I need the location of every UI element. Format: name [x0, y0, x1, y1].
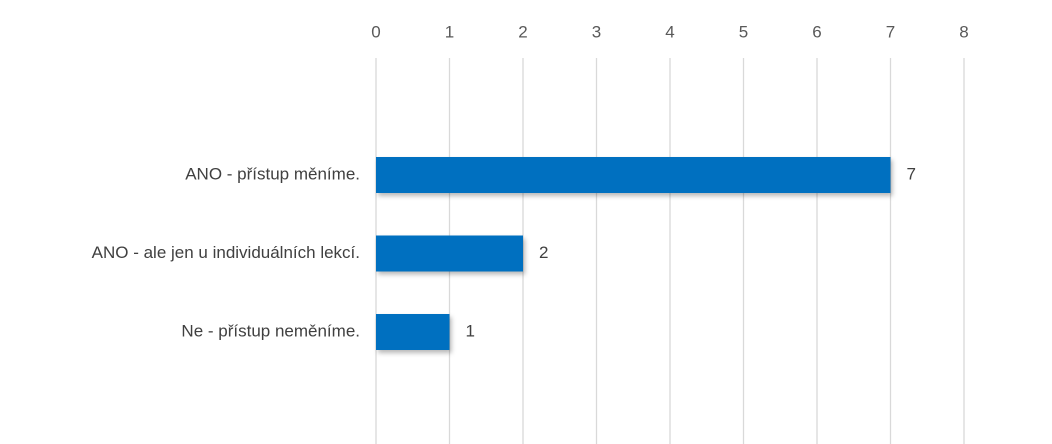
data-label-2: 2 — [539, 243, 548, 262]
category-label-1: ANO - přístup měníme. — [185, 164, 360, 183]
data-labels: 7 2 1 — [466, 164, 916, 340]
category-label-3: Ne - přístup neměníme. — [181, 321, 360, 340]
bar-2 — [376, 235, 523, 272]
bars — [376, 157, 891, 350]
gridlines — [375, 58, 965, 444]
x-tick-label-0: 0 — [371, 22, 380, 41]
x-tick-label-2: 2 — [518, 22, 527, 41]
bar-1 — [376, 157, 891, 193]
data-label-1: 7 — [907, 164, 916, 183]
x-tick-label-8: 8 — [959, 22, 968, 41]
x-tick-label-7: 7 — [886, 22, 895, 41]
x-tick-label-5: 5 — [739, 22, 748, 41]
x-tick-label-6: 6 — [812, 22, 821, 41]
x-axis-tick-labels: 0 1 2 3 4 5 6 7 8 — [371, 22, 968, 41]
x-tick-label-1: 1 — [445, 22, 454, 41]
x-tick-label-4: 4 — [665, 22, 674, 41]
data-label-3: 1 — [466, 321, 475, 340]
x-tick-label-3: 3 — [592, 22, 601, 41]
bar-3 — [376, 314, 450, 350]
category-labels: ANO - přístup měníme. ANO - ale jen u ind… — [92, 164, 360, 340]
category-label-2: ANO - ale jen u individuálních lekcí. — [92, 243, 360, 262]
